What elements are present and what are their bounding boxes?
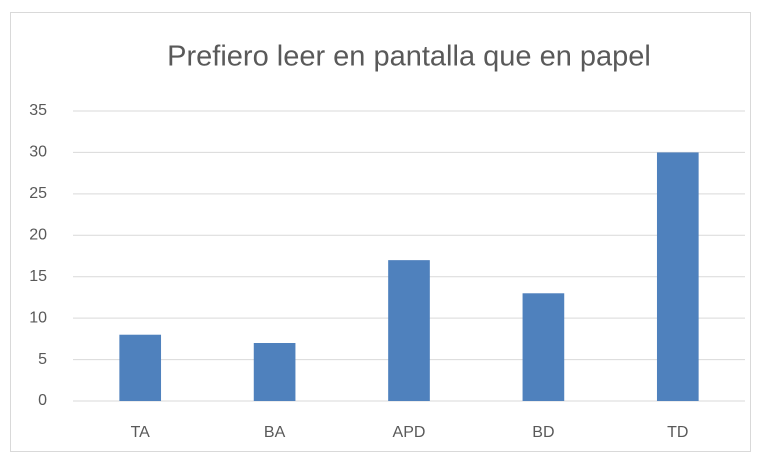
y-tick-label: 30 [29,144,47,161]
y-tick-label: 0 [38,392,47,409]
x-tick-label: TA [131,424,151,441]
y-tick-label: 20 [29,227,47,244]
y-tick-label: 10 [29,309,47,326]
x-tick-label: TD [667,424,688,441]
x-tick-label: BA [264,424,286,441]
y-tick-label: 25 [29,185,47,202]
y-tick-label: 5 [38,351,47,368]
bar [388,260,430,401]
y-tick-label: 15 [29,268,47,285]
bar [522,293,565,401]
chart-title: Prefiero leer en pantalla que en papel [167,41,651,73]
bar [656,152,699,401]
x-tick-label: BD [532,424,554,441]
y-tick-label: 35 [29,102,47,119]
bar [119,334,162,401]
bar [253,343,296,401]
x-tick-label: APD [393,424,426,441]
